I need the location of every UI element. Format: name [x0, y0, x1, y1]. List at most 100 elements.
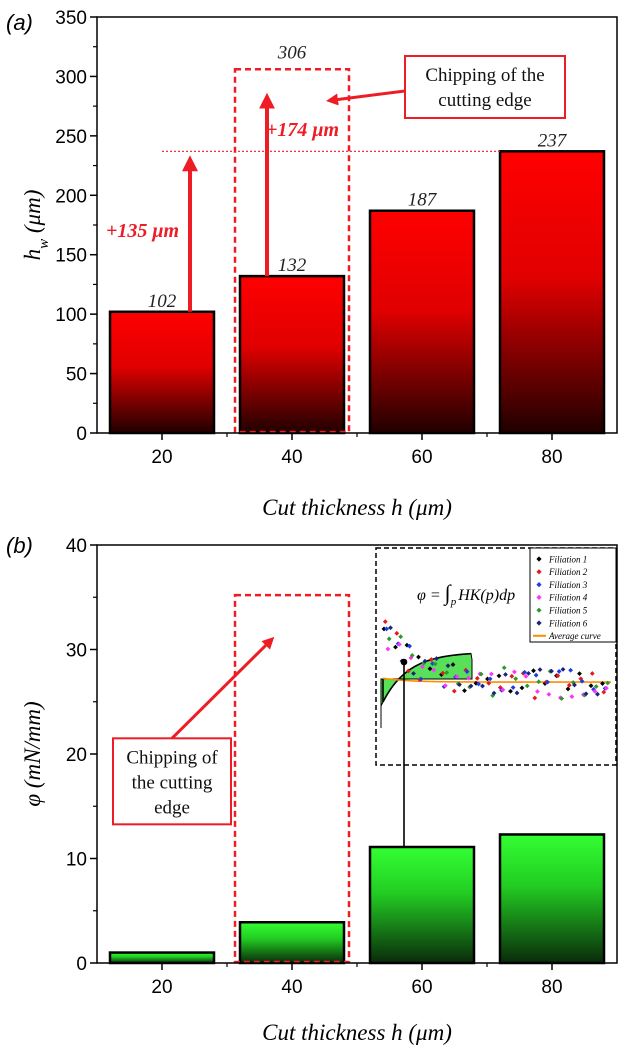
inset-data-point: [501, 665, 507, 671]
inset-legend-label: Filiation 3: [548, 580, 588, 590]
inset-data-point: [605, 680, 611, 686]
inset-legend-label: Filiation 4: [548, 593, 588, 603]
inset-data-point: [444, 670, 450, 676]
panel-b-callout-arrow: [170, 636, 275, 740]
inset-legend-label: Average curve: [548, 631, 601, 641]
inset-data-point: [474, 675, 480, 681]
inset-data-point: [601, 689, 607, 695]
inset-connector-dot: [400, 658, 408, 666]
inset-data-point: [381, 626, 387, 632]
inset-data-point: [556, 669, 562, 674]
inset-data-point: [405, 668, 411, 674]
panel-a-arrow-135-label: +135 μm: [106, 220, 179, 242]
panel-a-y-tick-label: 350: [55, 8, 87, 29]
inset-data-point: [522, 669, 527, 675]
panel-b-callout-line: Chipping of: [126, 747, 218, 768]
inset-data-point: [523, 673, 529, 679]
inset-data-point: [593, 684, 599, 689]
inset-data-point: [531, 668, 536, 674]
inset-data-point: [549, 668, 554, 674]
inset-data-point: [509, 673, 515, 679]
inset-data-point: [385, 646, 391, 652]
inset-legend-label: Filiation 5: [548, 606, 588, 616]
inset-data-point: [428, 657, 434, 662]
panel-a-bar: [498, 150, 606, 435]
inset-data-point: [510, 685, 516, 690]
inset-formula-sub: p: [450, 596, 457, 608]
inset-data-point: [560, 666, 566, 672]
inset-data-point: [487, 676, 493, 682]
inset-data-point: [545, 679, 550, 685]
inset-data-point: [496, 673, 502, 679]
inset-data-point: [384, 626, 389, 632]
inset-data-point: [537, 667, 543, 673]
inset-data-point: [407, 643, 412, 649]
panel-b-x-tick-label: 20: [151, 977, 172, 998]
inset-data-point: [546, 691, 552, 697]
inset-data-point: [418, 676, 424, 682]
inset-data-point: [409, 652, 415, 658]
inset-legend-label: Filiation 2: [548, 567, 588, 577]
inset-data-point: [473, 680, 479, 686]
inset-data-point: [592, 688, 598, 694]
panel-a-y-axis-label: hw (μm): [20, 190, 52, 261]
panel-b-y-tick-label: 20: [66, 745, 87, 766]
inset-data-point: [397, 641, 402, 647]
inset-data-point: [532, 695, 538, 701]
inset-data-point: [595, 691, 600, 697]
inset-data-point: [519, 685, 525, 691]
inset-data-point: [491, 690, 497, 696]
inset-data-point: [508, 688, 513, 694]
inset-data-point: [454, 674, 460, 679]
inset-data-point: [445, 663, 451, 669]
inset-data-point: [568, 667, 573, 673]
inset-formula-rhs: HK(p)dp: [457, 587, 515, 604]
inset-legend-marker: [536, 582, 542, 588]
inset-data-point: [588, 683, 594, 689]
inset-data-point: [536, 679, 542, 685]
panel-b-bar: [368, 845, 476, 965]
inset-data-point: [569, 694, 575, 700]
panel-b-y-tick-label: 30: [66, 641, 87, 662]
inset-data-point: [579, 678, 585, 684]
inset-data-point: [416, 654, 421, 660]
inset-data-point: [462, 688, 467, 693]
panel-b-x-tick-label: 80: [541, 977, 562, 998]
panel-a-x-tick-label: 60: [411, 447, 432, 468]
inset-legend-label: Filiation 6: [548, 618, 588, 628]
inset-data-point: [450, 662, 456, 667]
panel-b-y-tick-label: 40: [66, 536, 87, 557]
inset-data-point: [555, 673, 561, 679]
panel-a-y-tick-label: 250: [55, 127, 87, 148]
inset-data-point: [486, 680, 492, 686]
panel-a-y-tick-label: 50: [66, 365, 87, 386]
inset-data-point: [589, 671, 595, 676]
panel-a-callout-line: Chipping of the: [425, 65, 544, 86]
inset-data-point: [394, 630, 400, 636]
inset-data-point: [566, 682, 572, 688]
inset-legend-marker: [536, 569, 542, 575]
panel-a-y-tick-label: 200: [55, 186, 87, 207]
panel-a-callout-box: [404, 55, 566, 119]
inset-legend-marker: [536, 556, 542, 562]
inset-data-point: [440, 670, 446, 676]
inset-data-point: [512, 669, 517, 675]
inset-data-point: [382, 619, 388, 625]
panel-a-y-axis-label-sub: w: [36, 239, 52, 249]
inset-data-point: [468, 683, 474, 689]
inset-data-point: [431, 667, 437, 673]
inset-data-point: [500, 687, 506, 693]
panel-b-callout-line: edge: [154, 797, 190, 818]
panel-b-bar: [498, 833, 606, 965]
inset-data-point: [577, 671, 582, 676]
inset-legend-marker: [536, 607, 542, 613]
inset-data-point: [393, 644, 398, 650]
inset-formula-integral: ∫: [443, 580, 453, 606]
panel-a-callout-line: cutting edge: [438, 90, 531, 111]
inset-legend-marker: [536, 620, 542, 626]
inset-data-point: [432, 661, 438, 667]
chart-panel-b: (b) Chipping of the cutting edge φ = ∫p HK(…: [6, 533, 618, 1045]
inset-data-point: [411, 671, 416, 676]
panel-b-y-tick-label: 10: [66, 850, 87, 871]
inset-formula-lhs: φ =: [417, 587, 445, 604]
